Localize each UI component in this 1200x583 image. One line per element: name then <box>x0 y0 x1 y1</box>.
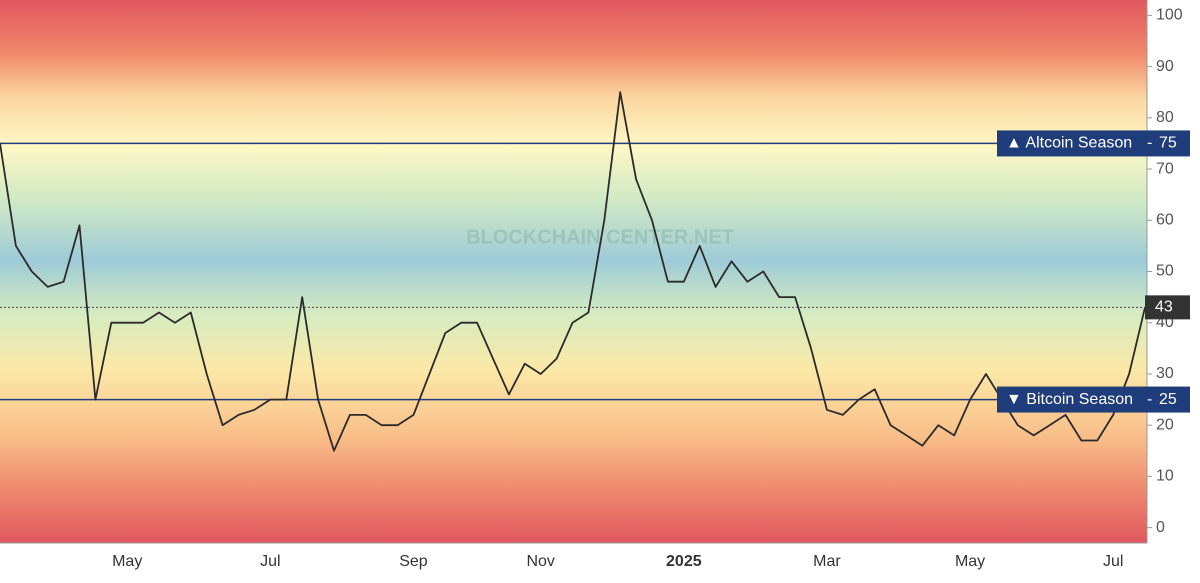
threshold-value: 75 <box>1159 135 1177 152</box>
threshold-value: 25 <box>1159 391 1177 408</box>
y-tick-label: 80 <box>1156 109 1174 126</box>
x-tick-label: Mar <box>813 553 841 570</box>
x-tick-label: Jul <box>1103 553 1123 570</box>
plot-background <box>0 0 1147 543</box>
x-tick-label: Jul <box>260 553 280 570</box>
current-value-box <box>1145 295 1190 320</box>
threshold-box <box>997 386 1190 413</box>
x-tick-label: Nov <box>526 553 554 570</box>
threshold-separator: - <box>1147 391 1152 408</box>
y-tick-label: 60 <box>1156 211 1174 228</box>
threshold-label: ▼ Bitcoin Season <box>1006 391 1133 408</box>
y-tick-label: 70 <box>1156 160 1174 177</box>
y-tick-label: 20 <box>1156 416 1174 433</box>
watermark: BLOCKCHAIN CENTER.NET <box>466 226 734 248</box>
threshold-label: ▲ Altcoin Season <box>1006 135 1132 152</box>
y-tick-label: 90 <box>1156 58 1174 75</box>
y-tick-label: 30 <box>1156 365 1174 382</box>
y-tick-label: 50 <box>1156 263 1174 280</box>
series-line <box>0 91 1146 452</box>
x-tick-label: May <box>112 553 142 570</box>
x-tick-label: May <box>955 553 985 570</box>
x-tick-label: Sep <box>399 553 428 570</box>
y-tick-label: 100 <box>1156 7 1183 24</box>
y-tick-label: 0 <box>1156 519 1165 536</box>
y-tick-label: 10 <box>1156 468 1174 485</box>
x-tick-label: 2025 <box>666 553 702 570</box>
current-value-label: 43 <box>1155 299 1173 316</box>
threshold-separator: - <box>1147 135 1152 152</box>
threshold-box <box>997 130 1190 157</box>
